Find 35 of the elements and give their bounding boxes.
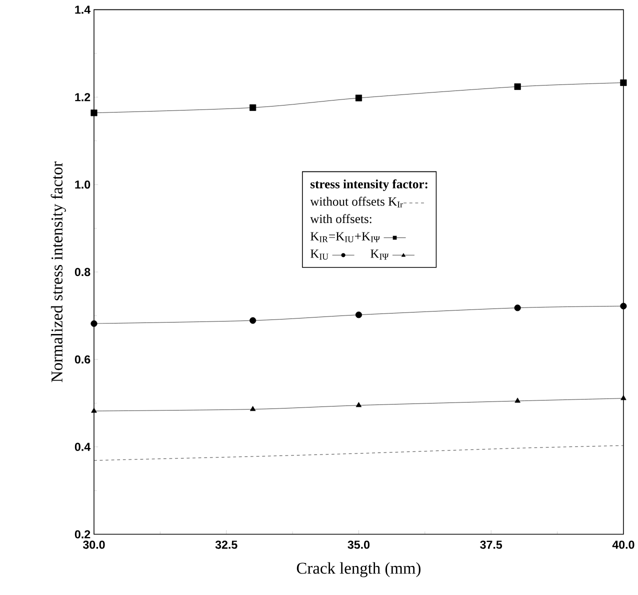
x-tick-label: 32.5 bbox=[215, 540, 238, 549]
y-axis-title: Normalized stress intensity factor bbox=[50, 161, 66, 382]
point bbox=[90, 320, 98, 327]
y-tick-label: 0.4 bbox=[74, 442, 91, 451]
legend-title: stress intensity factor: bbox=[310, 179, 428, 191]
legend-label: K$_{IΨ}$ bbox=[370, 249, 389, 260]
point bbox=[91, 408, 97, 413]
legend-label: K$_{IU}$ bbox=[310, 249, 328, 260]
point bbox=[620, 79, 627, 86]
y-tick-label: 1.0 bbox=[75, 180, 90, 188]
point bbox=[356, 402, 362, 407]
point bbox=[620, 302, 627, 310]
point bbox=[250, 406, 256, 411]
y-tick-label: 1.2 bbox=[75, 92, 90, 101]
point bbox=[620, 394, 626, 400]
x-tick-label: 40.0 bbox=[612, 540, 634, 549]
y-tick-label: 0.8 bbox=[74, 268, 90, 276]
point bbox=[355, 311, 362, 318]
annotation: with offsets: bbox=[310, 214, 372, 224]
x-tick-label: 35.0 bbox=[348, 540, 370, 549]
x-axis-title: Crack length (mm) bbox=[296, 562, 420, 577]
point bbox=[514, 397, 520, 403]
legend-label: K$_{IR}$=K$_{IU}$+K$_{IΨ}$ bbox=[310, 232, 380, 242]
point bbox=[250, 317, 256, 324]
point bbox=[355, 94, 362, 102]
point bbox=[90, 109, 98, 116]
legend-label: without offsets K$_{Ir}$ bbox=[310, 196, 403, 208]
y-tick-label: 0.2 bbox=[74, 530, 90, 538]
point bbox=[514, 304, 521, 311]
point bbox=[514, 83, 521, 90]
y-tick-label: 1.4 bbox=[75, 6, 91, 14]
x-tick-label: 37.5 bbox=[480, 540, 502, 549]
x-tick-label: 30.0 bbox=[82, 540, 105, 549]
point bbox=[250, 104, 256, 111]
y-tick-label: 0.6 bbox=[74, 355, 90, 364]
